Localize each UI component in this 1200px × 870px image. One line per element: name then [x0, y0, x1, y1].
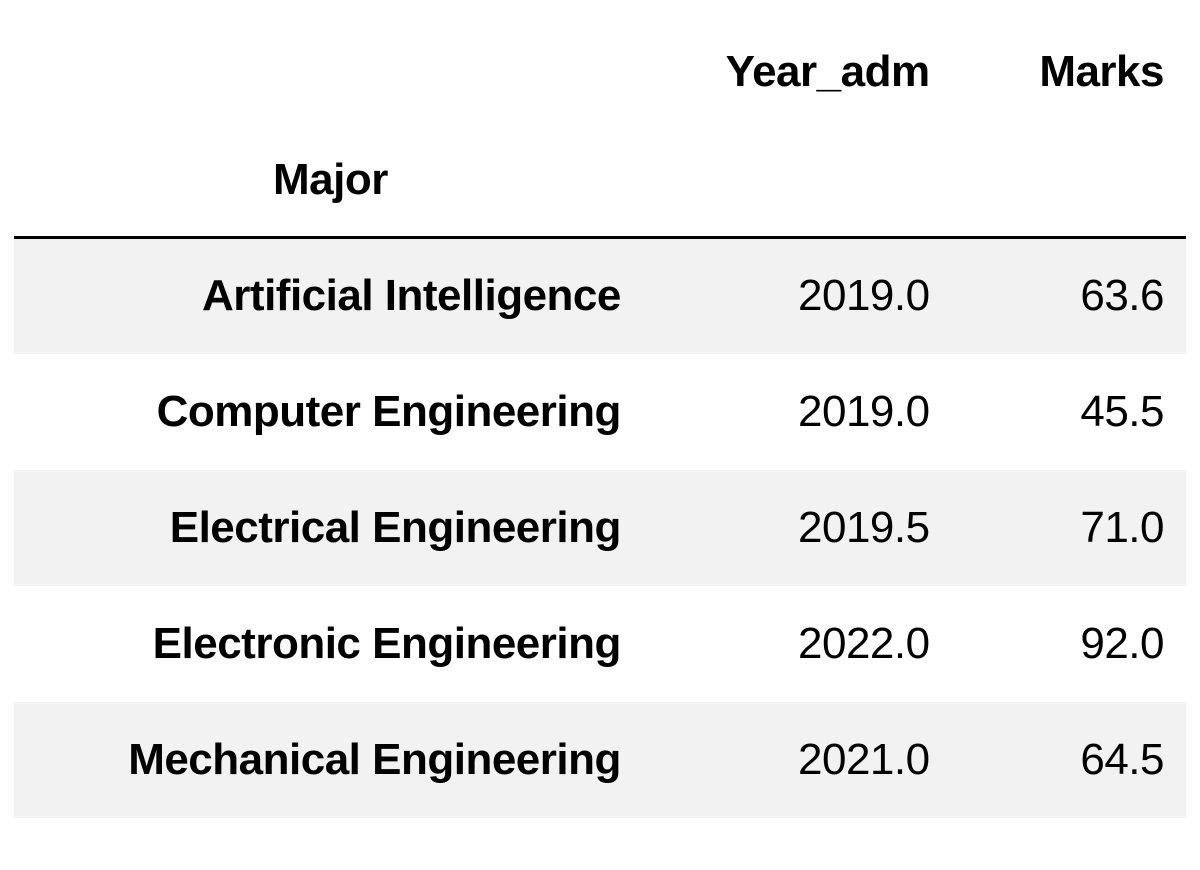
cell-marks: 71.0 [952, 470, 1186, 586]
row-label: Electrical Engineering [14, 470, 647, 586]
cell-year-adm: 2019.0 [647, 238, 952, 354]
table-container: Year_adm Marks Major Artificial Intellig… [0, 0, 1200, 818]
column-header-year-adm: Year_adm [647, 20, 952, 124]
cell-marks: 63.6 [952, 238, 1186, 354]
cell-year-adm: 2019.0 [647, 354, 952, 470]
row-label: Mechanical Engineering [14, 702, 647, 818]
row-label: Electronic Engineering [14, 586, 647, 702]
cell-marks: 64.5 [952, 702, 1186, 818]
cell-year-adm: 2019.5 [647, 470, 952, 586]
cell-year-adm: 2021.0 [647, 702, 952, 818]
table-row: Electrical Engineering 2019.5 71.0 [14, 470, 1186, 586]
index-name-empty-cell [647, 124, 952, 238]
index-name-cell: Major [14, 124, 647, 238]
row-label: Artificial Intelligence [14, 238, 647, 354]
table-row: Electronic Engineering 2022.0 92.0 [14, 586, 1186, 702]
cell-year-adm: 2022.0 [647, 586, 952, 702]
row-label: Computer Engineering [14, 354, 647, 470]
column-header-row: Year_adm Marks [14, 20, 1186, 124]
blank-header-cell [14, 20, 647, 124]
cell-marks: 92.0 [952, 586, 1186, 702]
table-row: Artificial Intelligence 2019.0 63.6 [14, 238, 1186, 354]
index-name-row: Major [14, 124, 1186, 238]
table-row: Mechanical Engineering 2021.0 64.5 [14, 702, 1186, 818]
column-header-marks: Marks [952, 20, 1186, 124]
index-name-empty-cell [952, 124, 1186, 238]
dataframe-table: Year_adm Marks Major Artificial Intellig… [14, 20, 1186, 818]
table-row: Computer Engineering 2019.0 45.5 [14, 354, 1186, 470]
cell-marks: 45.5 [952, 354, 1186, 470]
